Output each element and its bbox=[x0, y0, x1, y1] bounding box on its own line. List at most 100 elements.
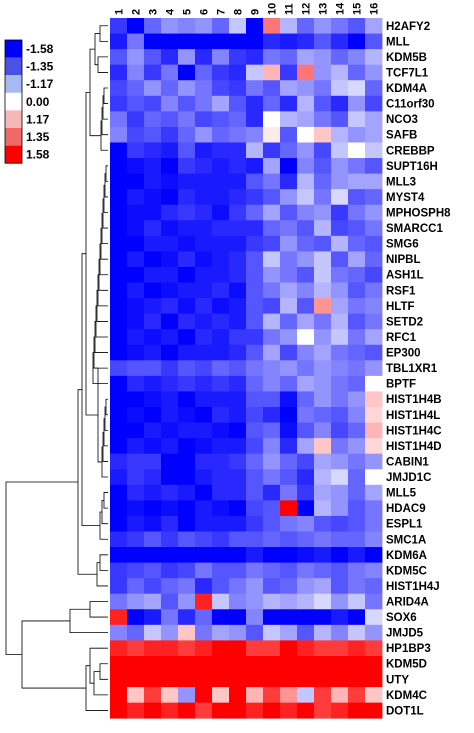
heatmap-cell-mphosph8-11 bbox=[280, 204, 298, 221]
heatmap-cell-setd2-11 bbox=[280, 313, 298, 330]
heatmap-cell-tcf7l1-10 bbox=[263, 64, 281, 81]
heatmap-cell-rfc1-15 bbox=[348, 329, 366, 346]
heatmap-cell-mll5-8 bbox=[229, 484, 247, 501]
heatmap-cell-setd2-6 bbox=[195, 313, 213, 330]
legend-label-4: 1.17 bbox=[26, 112, 50, 126]
row-label-myst4: MYST4 bbox=[386, 192, 425, 204]
heatmap-cell-hist1h4c-15 bbox=[348, 422, 366, 439]
heatmap-cell-kdm4a-8 bbox=[229, 80, 247, 97]
heatmap-cell-cabin1-5 bbox=[178, 453, 196, 470]
heatmap-cell-hist1h4d-12 bbox=[297, 438, 315, 455]
heatmap-cell-safb-7 bbox=[212, 126, 230, 143]
heatmap-cell-ash1l-16 bbox=[365, 266, 383, 283]
heatmap-cell-hist1h4c-6 bbox=[195, 422, 213, 439]
row-label-smc1a: SMC1A bbox=[386, 534, 426, 546]
heatmap-cell-dot1l-13 bbox=[314, 702, 332, 719]
heatmap-cell-h2afy2-4 bbox=[161, 18, 179, 34]
dendrogram-link-33 bbox=[99, 554, 108, 571]
heatmap-cell-hltf-4 bbox=[161, 298, 179, 315]
heatmap-cell-hist1h4l-6 bbox=[195, 407, 213, 423]
heatmap-cell-kdm5b-13 bbox=[314, 49, 332, 66]
heatmap-cell-espl1-12 bbox=[297, 515, 315, 532]
heatmap-cell-kdm5d-5 bbox=[178, 655, 196, 672]
heatmap-cell-kdm4c-3 bbox=[144, 687, 162, 704]
heatmap-cell-cabin1-4 bbox=[161, 453, 179, 470]
legend-label-5: 1.35 bbox=[26, 130, 50, 144]
heatmap-cell-nco3-11 bbox=[280, 111, 298, 128]
heatmap-cell-sox6-6 bbox=[195, 609, 213, 626]
heatmap-cell-nipbl-11 bbox=[280, 251, 298, 268]
heatmap-cell-hist1h4c-14 bbox=[331, 422, 349, 439]
heatmap-cell-kdm6a-16 bbox=[365, 547, 383, 563]
heatmap-cell-nipbl-16 bbox=[365, 251, 383, 268]
heatmap-cell-kdm4a-7 bbox=[212, 80, 230, 97]
heatmap-cell-c11orf30-4 bbox=[161, 95, 179, 112]
heatmap-cell-mphosph8-13 bbox=[314, 204, 332, 221]
heatmap-cell-h2afy2-2 bbox=[127, 18, 145, 34]
row-label-hist1h4d: HIST1H4D bbox=[386, 441, 442, 453]
heatmap-cell-kdm4c-1 bbox=[110, 687, 128, 704]
heatmap-cell-hp1bp3-14 bbox=[331, 640, 349, 657]
heatmap-cell-ep300-4 bbox=[161, 344, 179, 361]
row-label-supt16h: SUPT16H bbox=[386, 161, 438, 173]
heatmap-cell-jmjd1c-7 bbox=[212, 469, 230, 486]
heatmap-cell-rsf1-15 bbox=[348, 282, 366, 299]
dendrogram-link-35 bbox=[77, 389, 97, 575]
heatmap-cell-hist1h4j-14 bbox=[331, 578, 349, 595]
heatmap-cell-mll-9 bbox=[246, 33, 264, 50]
dendrogram-link-31 bbox=[85, 91, 98, 416]
heatmap-cell-kdm6a-3 bbox=[144, 547, 162, 563]
heatmap-cell-jmjd5-3 bbox=[144, 624, 162, 641]
heatmap-cell-rfc1-12 bbox=[297, 329, 315, 346]
column-label-15: 15 bbox=[352, 3, 364, 15]
heatmap-cell-tbl1xr1-6 bbox=[195, 360, 213, 377]
heatmap-cell-tcf7l1-5 bbox=[178, 64, 196, 81]
heatmap-cell-tbl1xr1-1 bbox=[110, 360, 128, 377]
heatmap-cell-c11orf30-15 bbox=[348, 95, 366, 112]
heatmap-cell-hltf-15 bbox=[348, 298, 366, 315]
heatmap-cell-jmjd5-9 bbox=[246, 624, 264, 641]
heatmap-cell-sox6-9 bbox=[246, 609, 264, 626]
heatmap-cell-smc1a-2 bbox=[127, 531, 145, 548]
heatmap-cell-dot1l-3 bbox=[144, 702, 162, 719]
heatmap-cell-nco3-5 bbox=[178, 111, 196, 128]
heatmap-cell-hp1bp3-2 bbox=[127, 640, 145, 657]
heatmap-cell-ep300-5 bbox=[178, 344, 196, 361]
heatmap-cell-smc1a-1 bbox=[110, 531, 128, 548]
heatmap-cell-kdm6a-11 bbox=[280, 547, 298, 563]
heatmap-cell-espl1-14 bbox=[331, 515, 349, 532]
heatmap-cell-nipbl-5 bbox=[178, 251, 196, 268]
heatmap-cell-espl1-3 bbox=[144, 515, 162, 532]
heatmap-cell-nipbl-10 bbox=[263, 251, 281, 268]
heatmap-cell-hist1h4l-8 bbox=[229, 407, 247, 423]
heatmap-cell-rsf1-7 bbox=[212, 282, 230, 299]
heatmap-cell-smarcc1-12 bbox=[297, 220, 315, 237]
row-label-smg6: SMG6 bbox=[386, 239, 419, 251]
heatmap-cell-hdac9-2 bbox=[127, 500, 145, 517]
heatmap-cell-kdm4a-16 bbox=[365, 80, 383, 97]
heatmap-cell-uty-8 bbox=[229, 671, 247, 688]
row-label-kdm6a: KDM6A bbox=[386, 550, 427, 562]
heatmap-cell-cabin1-1 bbox=[110, 453, 128, 470]
heatmap-cell-ash1l-14 bbox=[331, 266, 349, 283]
heatmap-cell-arid4a-2 bbox=[127, 593, 145, 610]
heatmap-cell-kdm5c-3 bbox=[144, 562, 162, 579]
heatmap-cell-hp1bp3-8 bbox=[229, 640, 247, 657]
heatmap-cell-smarcc1-8 bbox=[229, 220, 247, 237]
heatmap-cell-kdm4a-10 bbox=[263, 80, 281, 97]
heatmap-cell-hist1h4b-13 bbox=[314, 391, 332, 408]
heatmap-cell-dot1l-14 bbox=[331, 702, 349, 719]
heatmap-cell-kdm4c-11 bbox=[280, 687, 298, 704]
heatmap-cell-setd2-16 bbox=[365, 313, 383, 330]
heatmap-cell-smc1a-13 bbox=[314, 531, 332, 548]
heatmap-cell-supt16h-4 bbox=[161, 158, 179, 174]
heatmap-cell-espl1-15 bbox=[348, 515, 366, 532]
column-label-11: 11 bbox=[284, 3, 296, 15]
heatmap-cell-rfc1-4 bbox=[161, 329, 179, 346]
heatmap-cell-jmjd5-8 bbox=[229, 624, 247, 641]
heatmap-cell-kdm5c-15 bbox=[348, 562, 366, 579]
heatmap-cell-smc1a-8 bbox=[229, 531, 247, 548]
heatmap-cell-setd2-9 bbox=[246, 313, 264, 330]
heatmap-cell-kdm5b-6 bbox=[195, 49, 213, 66]
dendrogram-link-3 bbox=[103, 87, 108, 104]
